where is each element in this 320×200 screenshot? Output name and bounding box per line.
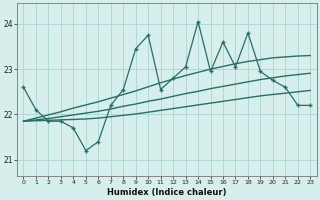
X-axis label: Humidex (Indice chaleur): Humidex (Indice chaleur) [107,188,227,197]
